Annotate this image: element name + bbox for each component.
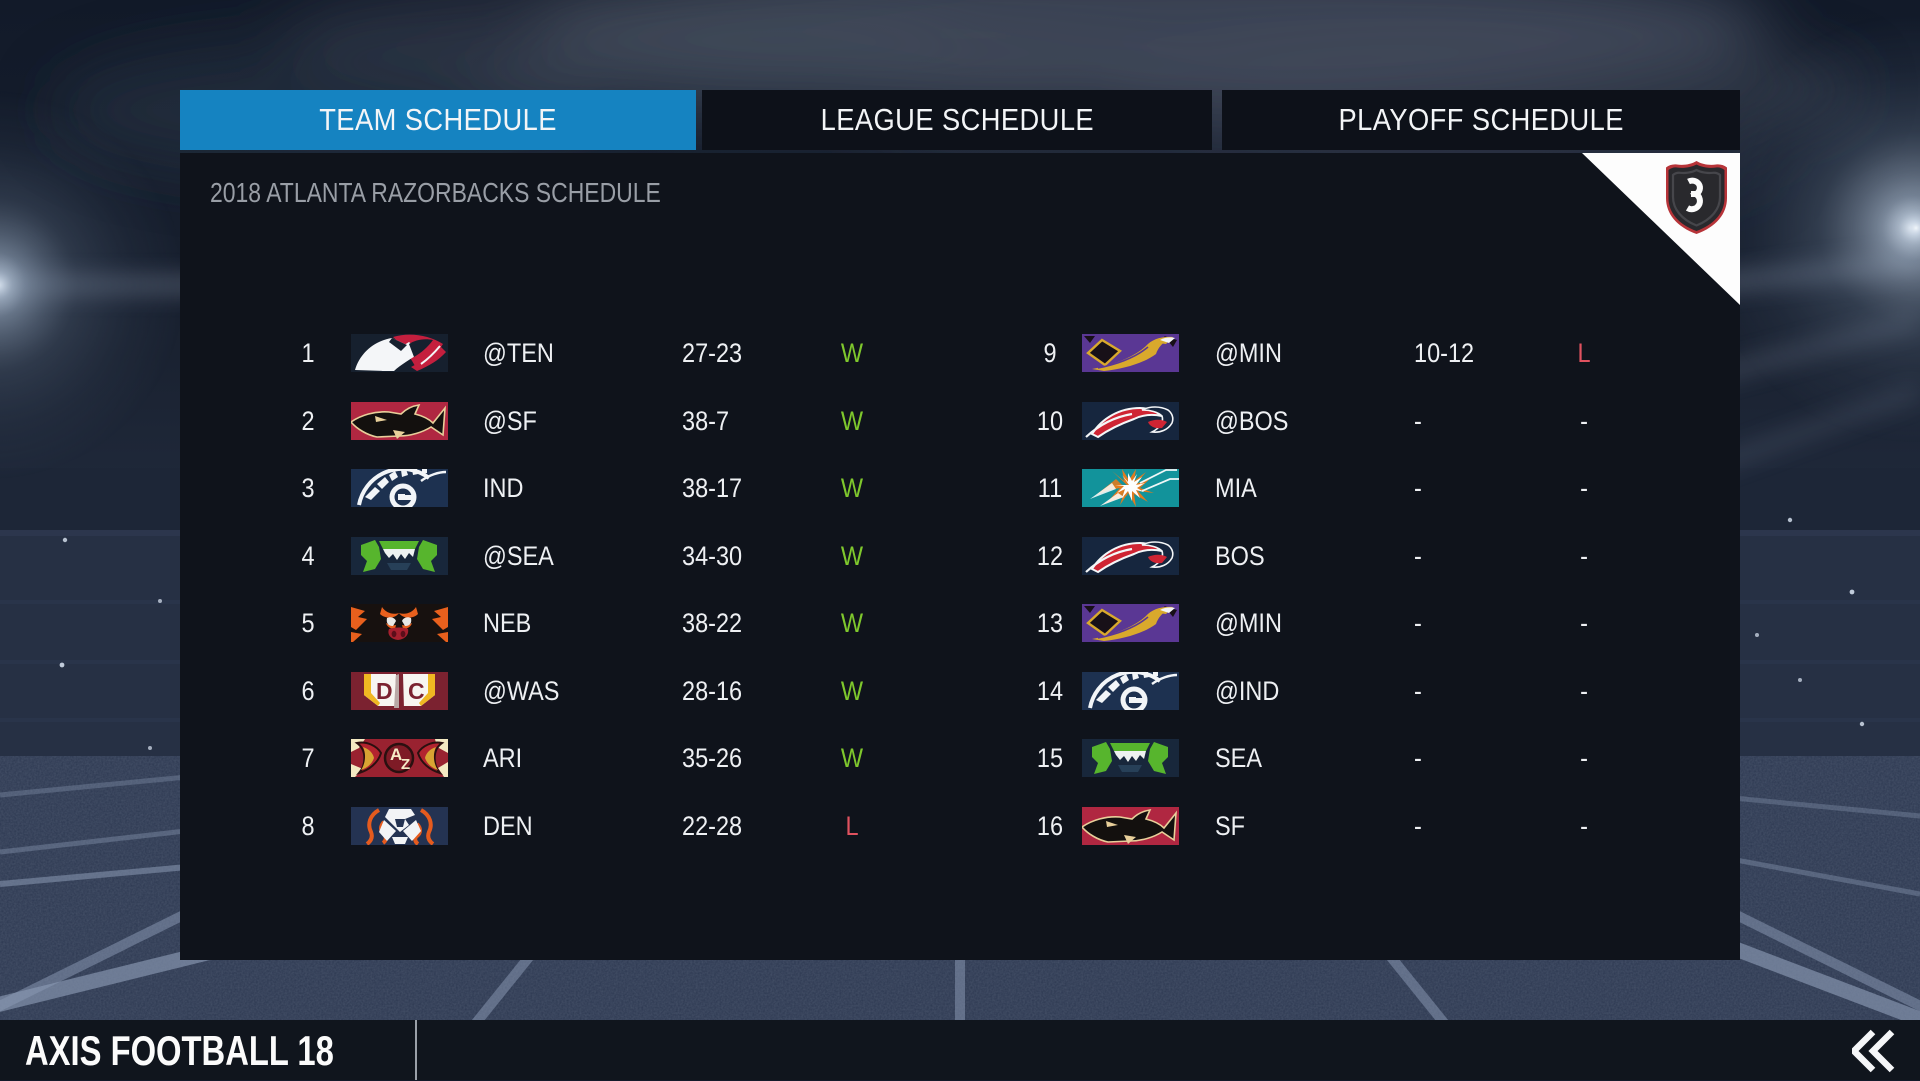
- svg-text:C: C: [408, 678, 425, 704]
- svg-text:Z: Z: [401, 756, 410, 773]
- svg-text:D: D: [376, 678, 393, 704]
- svg-text:A: A: [390, 745, 402, 764]
